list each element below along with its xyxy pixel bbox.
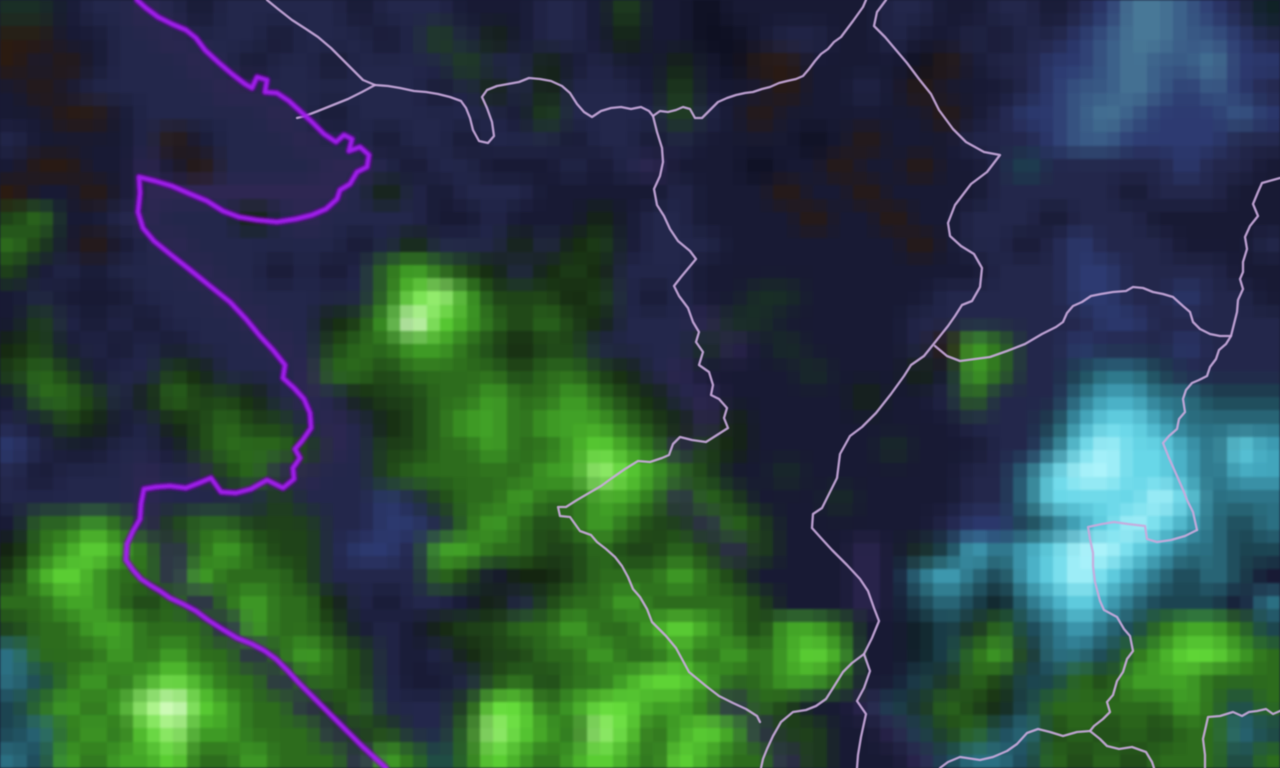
thin-border-lines [265,0,1280,768]
thick-border-lines [122,0,390,768]
